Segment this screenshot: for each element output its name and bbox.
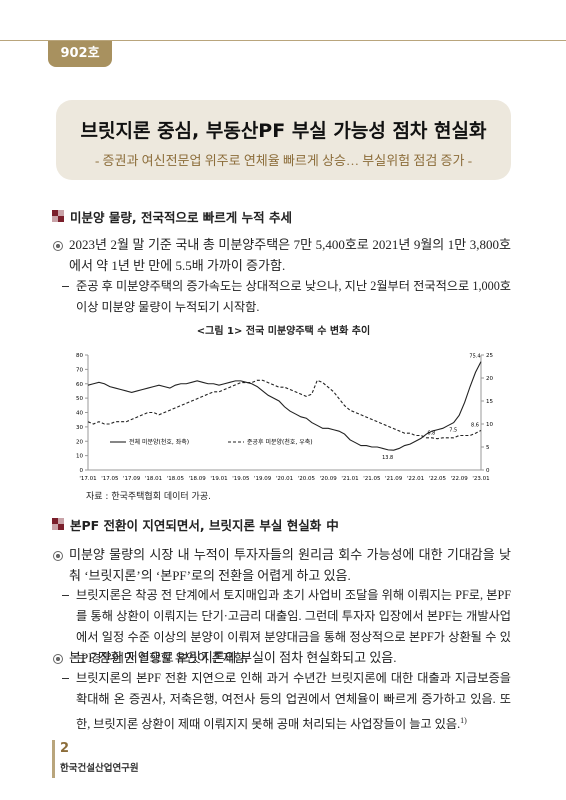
dash-marker	[62, 595, 69, 596]
x-tick-label: '18.09	[189, 476, 207, 482]
y2-tick-label: 25	[486, 353, 493, 359]
bullet-text: 2023년 2월 말 기준 국내 총 미분양주택은 7만 5,400호로 202…	[69, 237, 511, 273]
x-tick-label: '17.09	[123, 476, 141, 482]
x-tick-label: '17.05	[101, 476, 119, 482]
bullet-text: 본PF 전환 지연으로 브릿지론의 부실이 점차 현실화되고 있음.	[69, 650, 397, 665]
issue-number: 902호	[60, 46, 100, 61]
page-number: 2	[60, 741, 70, 756]
y2-tick-label: 20	[486, 376, 493, 382]
x-tick-label: '22.01	[407, 476, 424, 482]
figure-source: 자료 : 한국주택협회 데이터 가공.	[86, 492, 211, 502]
sub-text: 준공 후 미분양주택의 증가속도는 상대적으로 낮으나, 지난 2월부터 전국적…	[76, 279, 511, 314]
subtitle: - 증권과 여신전문업 위주로 연체율 빠르게 상승… 부실위험 점검 증가 -	[94, 153, 473, 168]
value-label: 8.6	[471, 422, 479, 428]
badge: 中	[326, 518, 339, 533]
value-label: 7.5	[449, 428, 457, 434]
series-line	[87, 361, 482, 451]
x-tick-label: '19.05	[232, 476, 250, 482]
org-name: 한국건설산업연구원	[60, 763, 139, 774]
bullet-icon	[53, 654, 63, 664]
x-tick-label: '21.05	[363, 476, 381, 482]
x-tick-label: '19.01	[210, 476, 227, 482]
x-tick-label: '22.05	[429, 476, 447, 482]
x-tick-label: '21.09	[385, 476, 403, 482]
sub-text: 브릿지론의 본PF 전환 지연으로 인해 과거 수년간 브릿지론에 대한 대출과…	[76, 671, 511, 732]
title-box	[56, 100, 511, 180]
legend-label: 준공후 미분양(천호, 우축)	[247, 438, 313, 446]
y-tick-label: 20	[76, 439, 83, 445]
footnote-ref: 1)	[460, 716, 467, 725]
y2-tick-label: 10	[486, 422, 493, 428]
y-tick-label: 60	[76, 382, 83, 388]
value-label: 6.8	[427, 431, 435, 437]
x-tick-label: '20.05	[298, 476, 316, 482]
legend-label: 전체 미분양(천호, 좌축)	[129, 438, 189, 446]
series-line	[87, 379, 482, 440]
heading-icon	[52, 210, 64, 222]
section-heading: 미분양 물량, 전국적으로 빠르게 누적 추세	[70, 210, 293, 225]
value-label: 13.8	[382, 455, 393, 461]
top-rule	[0, 40, 566, 41]
y2-tick-label: 0	[486, 468, 490, 474]
y-tick-label: 10	[76, 454, 83, 460]
bullet-icon	[53, 551, 63, 561]
dash-marker	[62, 678, 69, 679]
chart: 0 10 20 30 40 50 60 70 80 0 5 10 15 20 25 '17.01 '17.05 '…	[76, 353, 493, 482]
y-tick-label: 50	[76, 396, 83, 402]
y-tick-label: 80	[76, 353, 83, 359]
value-label: 75.4	[469, 354, 480, 360]
y-tick-label: 40	[76, 411, 83, 417]
x-tick-label: '21.01	[341, 476, 358, 482]
bullet-text: 미분양 물량의 시장 내 누적이 투자자들의 원리금 회수 가능성에 대한 기대…	[69, 547, 511, 583]
footer-bar	[52, 740, 55, 778]
section-heading: 본PF 전환이 지연되면서, 브릿지론 부실 현실화 中	[70, 518, 339, 533]
x-tick-label: '18.05	[167, 476, 185, 482]
y-tick-label: 30	[76, 425, 83, 431]
x-tick-label: '18.01	[145, 476, 162, 482]
x-tick-label: '20.01	[276, 476, 293, 482]
bullet-icon	[53, 241, 63, 251]
y2-tick-label: 15	[486, 399, 493, 405]
x-tick-label: '20.09	[320, 476, 338, 482]
x-tick-label: '23.01	[472, 476, 489, 482]
x-tick-label: '22.09	[451, 476, 469, 482]
heading-icon	[52, 518, 64, 530]
sub-text: 브릿지론은 착공 전 단계에서 토지매입과 초기 사업비 조달을 위해 이뤄지는…	[76, 588, 511, 665]
x-tick-label: '17.01	[79, 476, 96, 482]
title: 브릿지론 중심, 부동산PF 부실 가능성 점차 현실화	[80, 120, 487, 142]
y2-tick-label: 5	[486, 445, 490, 451]
figure-caption: <그림 1> 전국 미분양주택 수 변화 추이	[196, 326, 371, 337]
issue-tab: 902호	[48, 41, 112, 67]
dash-marker	[62, 286, 69, 287]
y-tick-label: 0	[80, 468, 84, 474]
y-tick-label: 70	[76, 367, 83, 373]
x-tick-label: '19.09	[254, 476, 272, 482]
